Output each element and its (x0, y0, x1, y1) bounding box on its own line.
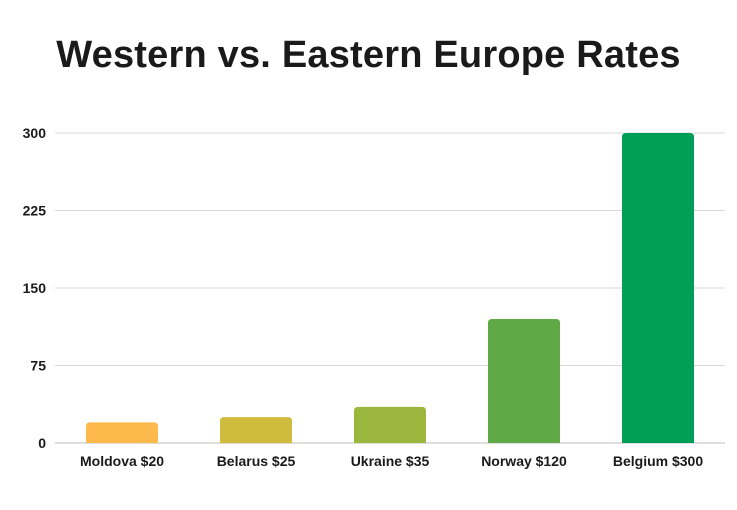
bar-moldova (86, 422, 158, 443)
bar-ukraine (354, 406, 426, 443)
bar-norway (488, 319, 560, 443)
x-category-label: Belarus $25 (217, 453, 296, 469)
x-category-label: Ukraine $35 (351, 453, 430, 469)
x-category-label: Moldova $20 (80, 453, 164, 469)
x-category-label: Belgium $300 (613, 453, 703, 469)
y-tick-label: 150 (23, 280, 47, 296)
y-axis-ticks: 0 75 150 225 300 (23, 125, 47, 451)
x-axis-labels: Moldova $20 Belarus $25 Ukraine $35 Norway … (80, 453, 703, 469)
x-category-label: Norway $120 (481, 453, 567, 469)
y-tick-label: 75 (30, 358, 46, 374)
bar-belgium (622, 133, 694, 443)
gridlines (55, 132, 725, 444)
bars (86, 133, 694, 443)
y-tick-label: 0 (38, 435, 46, 451)
y-tick-label: 300 (23, 125, 47, 141)
bar-belarus (220, 417, 292, 443)
chart-title: Western vs. Eastern Europe Rates (56, 34, 681, 76)
y-tick-label: 225 (23, 203, 47, 219)
